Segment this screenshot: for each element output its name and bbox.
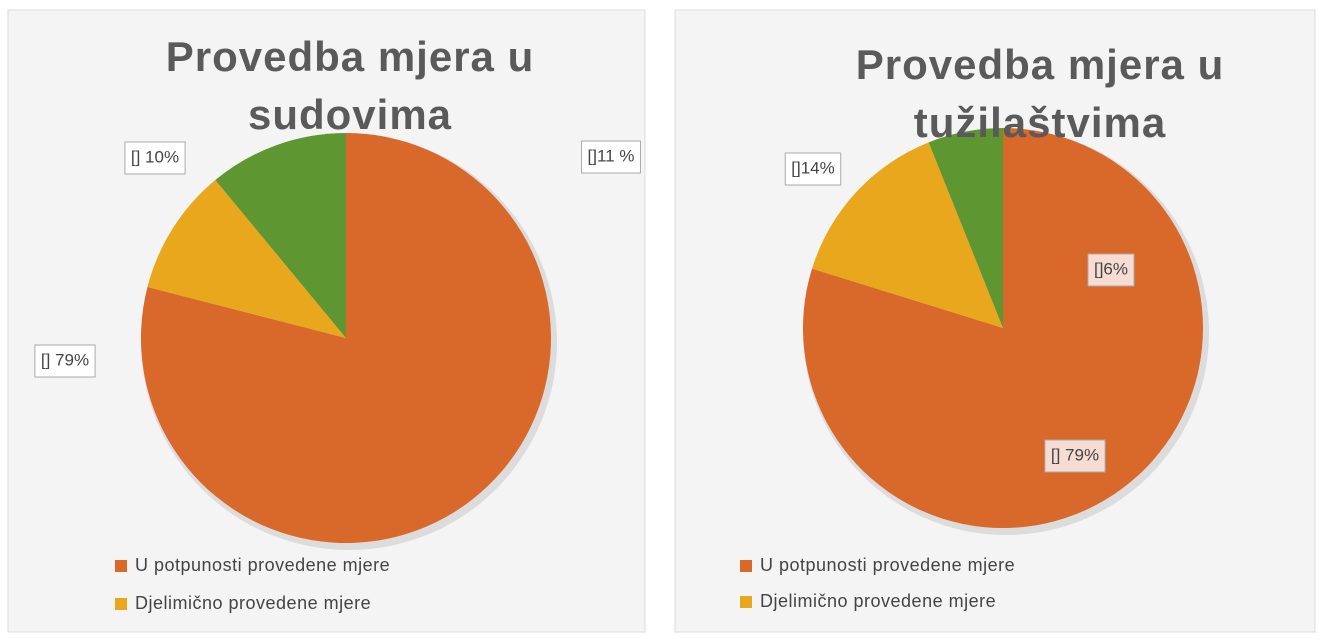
chart-title: Provedba mjera u sudovima: [166, 33, 534, 138]
legend-swatch: [115, 560, 127, 572]
data-label: []14%: [791, 158, 834, 177]
legend-label: Djelimično provedene mjere: [760, 591, 996, 611]
data-label-box: [34, 344, 96, 378]
data-label-box: [1087, 253, 1135, 287]
data-label-box: [1044, 439, 1106, 473]
pie-slice: [928, 128, 1003, 328]
data-label-box: [124, 141, 186, 175]
legend-label: Djelimično provedene mjere: [135, 593, 371, 613]
pie-slice: [215, 133, 346, 338]
data-label-box: [784, 152, 842, 186]
chart-title: Provedba mjera u tužilaštvima: [856, 41, 1224, 146]
legend-swatch: [740, 596, 752, 608]
legend-swatch: [115, 598, 127, 610]
data-label-box: [581, 140, 641, 174]
data-label: [] 10%: [131, 147, 179, 166]
data-label: [] 79%: [1051, 445, 1099, 464]
legend-label: U potpunosti provedene mjere: [760, 555, 1015, 575]
legend-swatch: [740, 560, 752, 572]
legend-label: U potpunosti provedene mjere: [135, 555, 390, 575]
data-label: []6%: [1094, 259, 1128, 278]
data-label: [] 79%: [41, 350, 89, 369]
pie-slice: [147, 180, 346, 338]
pie-slice: [812, 142, 1003, 328]
data-label: []11 %: [588, 146, 635, 165]
